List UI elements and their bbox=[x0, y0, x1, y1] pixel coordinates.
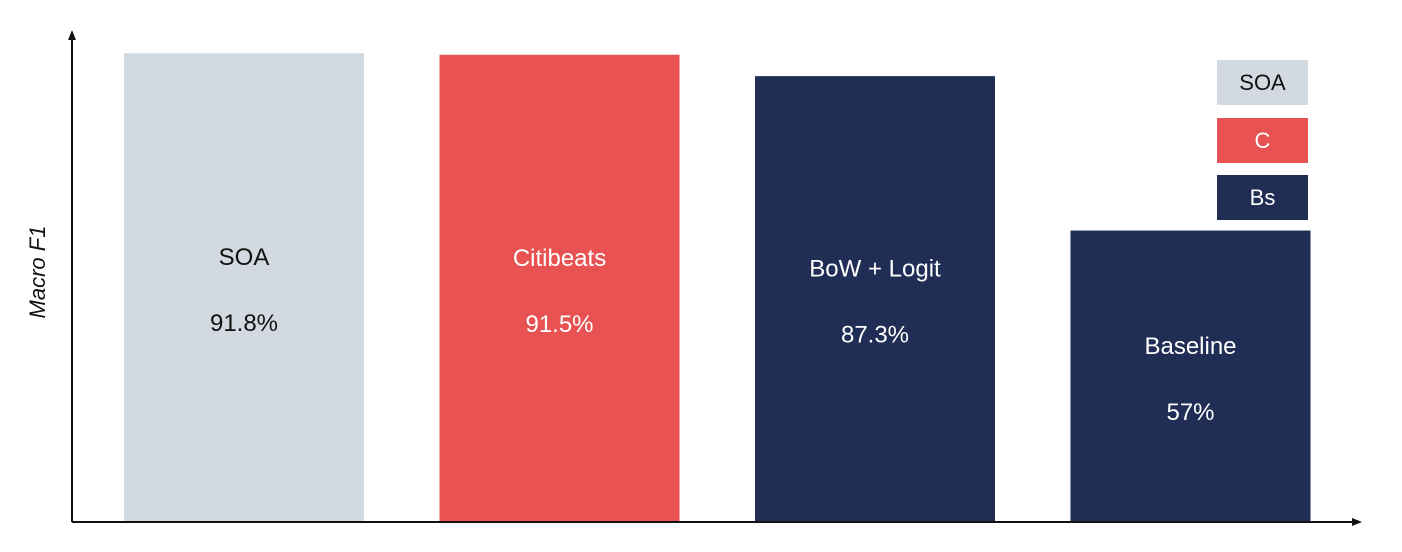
legend-item-bs: Bs bbox=[1217, 175, 1308, 220]
y-axis-arrow bbox=[68, 30, 76, 40]
bar-value-label: 91.5% bbox=[525, 311, 593, 338]
bar-category-label: Citibeats bbox=[513, 245, 606, 272]
y-axis-label: Macro F1 bbox=[25, 225, 50, 319]
bar-value-label: 87.3% bbox=[841, 322, 909, 349]
bar-category-label: SOA bbox=[219, 244, 270, 271]
bar-baseline bbox=[1070, 230, 1311, 522]
bar-value-label: 57% bbox=[1166, 399, 1214, 426]
legend-item-soa: SOA bbox=[1217, 60, 1308, 105]
bar-category-label: BoW + Logit bbox=[809, 256, 941, 283]
bar-category-label: Baseline bbox=[1144, 333, 1236, 360]
bar-soa bbox=[124, 53, 364, 522]
legend-item-c: C bbox=[1217, 118, 1308, 163]
bar-value-label: 91.8% bbox=[210, 310, 278, 337]
bars-group: SOA 91.8% Citibeats 91.5% BoW + Logit 87.3% Ba… bbox=[124, 53, 1311, 522]
x-axis-arrow bbox=[1352, 518, 1362, 526]
bar-bow-logit bbox=[755, 76, 995, 522]
bar-citibeats bbox=[439, 54, 680, 522]
